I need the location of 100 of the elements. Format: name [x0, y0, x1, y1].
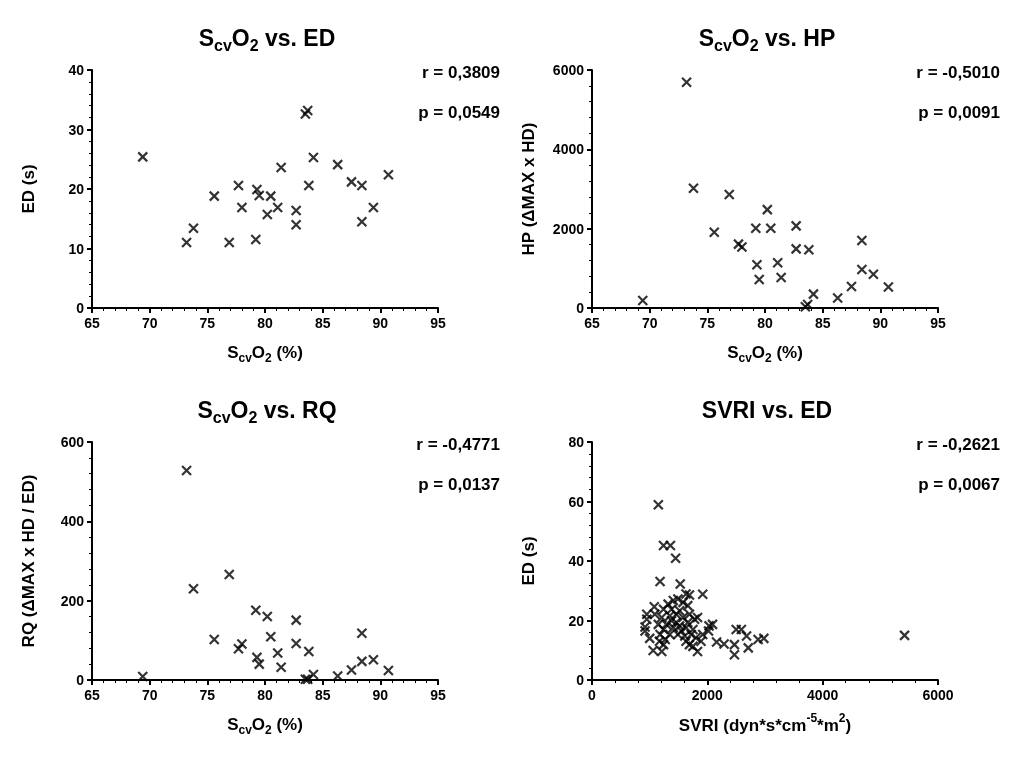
point	[275, 161, 287, 174]
x-tick-label: 70	[141, 315, 158, 331]
point	[382, 169, 395, 181]
point	[753, 273, 765, 286]
point	[332, 670, 344, 682]
point	[680, 76, 693, 88]
point	[765, 222, 777, 234]
y-axis-title: HP (ΔMAX x HD)	[518, 122, 538, 256]
annotation: p = 0,0549	[418, 103, 501, 122]
point	[856, 263, 868, 276]
point	[867, 268, 880, 280]
x-tick-label: 75	[199, 687, 216, 703]
point	[250, 604, 262, 616]
y-tick-label: 0	[576, 672, 585, 688]
point	[832, 292, 844, 304]
point	[751, 259, 763, 271]
annotation: p = 0,0067	[918, 475, 1001, 494]
point	[290, 219, 302, 231]
y-tick-label: 4000	[552, 141, 585, 158]
x-tick-label: 65	[584, 315, 600, 331]
annotation: p = 0,0137	[418, 475, 501, 494]
x-tick-label: 75	[199, 315, 216, 331]
x-tick-label: 85	[814, 315, 831, 331]
x-tick-label: 90	[372, 687, 389, 703]
point	[807, 288, 820, 300]
point	[250, 233, 262, 246]
x-tick-label: 80	[757, 315, 773, 331]
point	[232, 643, 245, 655]
point	[356, 179, 368, 192]
x-tick-label: 90	[372, 315, 389, 331]
point	[345, 176, 358, 188]
x-tick-label: 80	[257, 687, 273, 703]
point	[356, 216, 368, 228]
point	[232, 179, 245, 192]
point	[332, 159, 344, 171]
point	[236, 201, 248, 214]
y-tick-label: 600	[60, 434, 85, 450]
x-tick-label: 95	[930, 315, 946, 331]
x-tick-label: 4000	[807, 687, 839, 703]
y-tick-label: 60	[568, 493, 585, 510]
y-tick-label: 0	[76, 300, 85, 316]
point	[180, 464, 193, 477]
point	[187, 583, 200, 595]
y-tick-label: 0	[76, 672, 85, 688]
x-tick-label: 75	[699, 315, 716, 331]
point	[299, 108, 311, 120]
point	[845, 280, 858, 293]
point	[382, 664, 395, 677]
y-axis-title: RQ (ΔMAX x HD / ED)	[18, 474, 38, 648]
point	[290, 614, 302, 626]
point	[723, 188, 735, 201]
point	[367, 654, 380, 666]
point	[637, 294, 649, 307]
point	[790, 220, 802, 232]
point	[356, 627, 368, 639]
point	[265, 631, 277, 643]
point	[223, 568, 235, 581]
x-tick-label: 2000	[691, 687, 724, 703]
point	[208, 633, 220, 646]
point	[303, 645, 315, 658]
point	[137, 670, 149, 683]
y-axis-title: ED (s)	[18, 164, 38, 214]
y-tick-label: 20	[568, 612, 585, 629]
point	[367, 201, 380, 214]
y-tick-label: 0	[576, 300, 585, 316]
y-tick-label: 80	[568, 434, 585, 450]
annotation: r = -0,5010	[916, 63, 1001, 82]
y-tick-label: 40	[68, 62, 85, 78]
point	[708, 226, 720, 238]
point	[772, 257, 784, 269]
point	[137, 151, 149, 163]
point	[223, 236, 235, 249]
x-tick-label: 85	[314, 315, 331, 331]
chart-title: SVRI vs. ED	[701, 397, 833, 423]
point	[356, 655, 368, 667]
point	[236, 638, 248, 650]
y-tick-label: 400	[60, 513, 85, 530]
x-tick-label: 90	[872, 315, 889, 331]
y-tick-label: 20	[68, 181, 85, 197]
point	[345, 664, 358, 676]
y-axis-title: ED (s)	[518, 536, 538, 586]
x-tick-label: 0	[588, 687, 597, 703]
x-tick-label: 70	[641, 315, 658, 331]
annotation: r = 0,3809	[422, 63, 501, 82]
x-tick-label: 65	[84, 687, 100, 703]
point	[187, 222, 200, 234]
point	[272, 201, 284, 214]
x-tick-label: 85	[314, 687, 331, 703]
point	[761, 204, 773, 216]
point	[856, 234, 868, 247]
annotation: r = -0,4771	[416, 435, 501, 454]
point	[803, 244, 815, 256]
point	[775, 271, 787, 284]
point	[290, 204, 302, 217]
y-tick-label: 2000	[552, 220, 585, 237]
point	[736, 241, 748, 253]
annotation: p = 0,0091	[918, 103, 1001, 122]
y-tick-label: 30	[68, 121, 85, 138]
point	[307, 151, 320, 164]
x-tick-label: 95	[430, 687, 446, 703]
